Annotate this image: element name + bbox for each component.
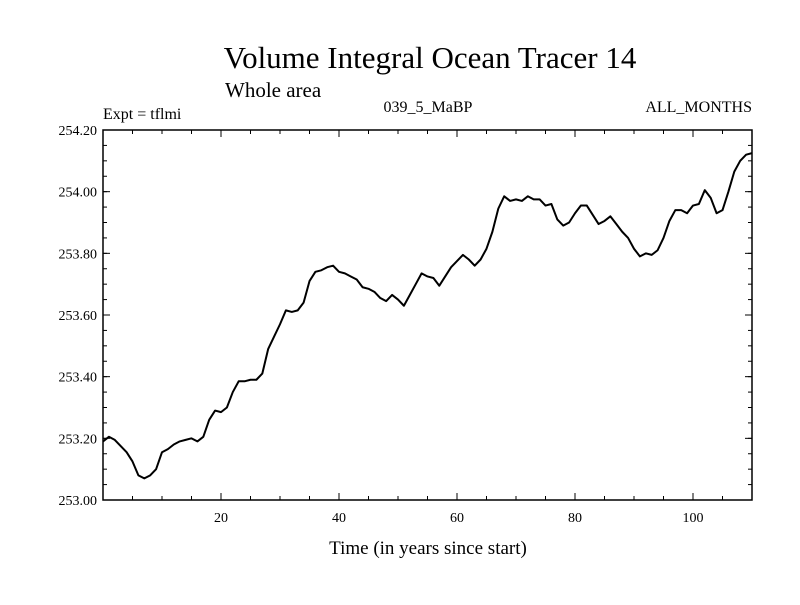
y-tick-label: 253.00 xyxy=(59,494,98,509)
x-tick-label: 20 xyxy=(214,511,228,526)
x-tick-label: 100 xyxy=(683,511,704,526)
y-tick-label: 253.40 xyxy=(59,371,98,386)
x-tick-label: 40 xyxy=(332,511,346,526)
experiment-label: Expt = tflmi xyxy=(103,106,182,123)
months-label: ALL_MONTHS xyxy=(645,99,752,116)
y-tick-label: 253.80 xyxy=(59,247,98,262)
y-tick-label: 253.20 xyxy=(59,432,98,447)
x-tick-label: 80 xyxy=(568,511,582,526)
period-label: 039_5_MaBP xyxy=(384,99,473,116)
chart-subtitle: Whole area xyxy=(225,78,322,102)
series-line xyxy=(102,152,753,480)
y-tick-label: 254.20 xyxy=(59,124,98,139)
series-layer xyxy=(102,152,753,480)
y-tick-label: 253.60 xyxy=(59,309,98,324)
x-axis-label: Time (in years since start) xyxy=(329,538,527,559)
plot-frame xyxy=(102,129,753,501)
x-tick-label: 60 xyxy=(450,511,464,526)
y-tick-label: 254.00 xyxy=(59,186,98,201)
axes: 253.00 253.20 253.40 253.60 253.80 254.00 254.… xyxy=(59,124,752,526)
chart-title: Volume Integral Ocean Tracer 14 xyxy=(224,40,637,75)
